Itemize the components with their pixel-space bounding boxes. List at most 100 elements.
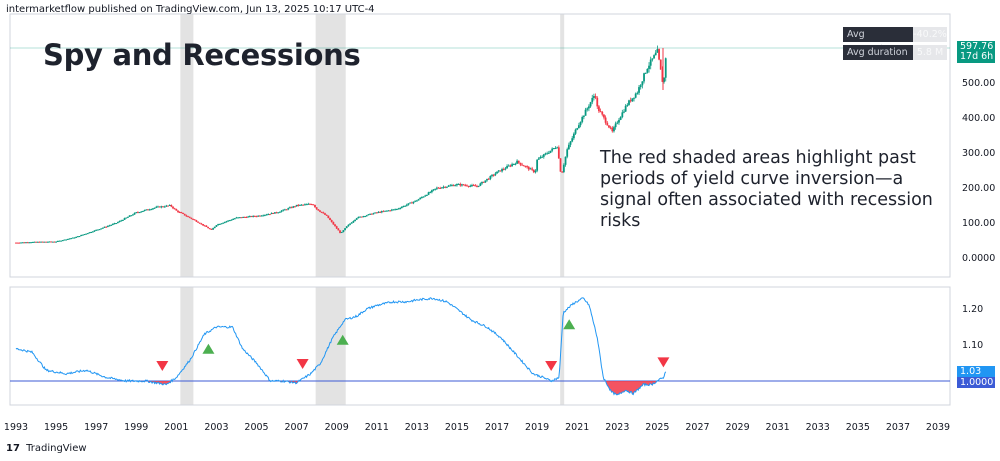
x-tick-label: 2013 — [405, 422, 429, 433]
candle-body — [559, 158, 562, 172]
candle-body — [649, 59, 652, 66]
candle-body — [20, 242, 22, 244]
candle-body — [68, 238, 71, 240]
candle-body — [273, 212, 276, 214]
candle-body — [147, 209, 149, 211]
candle-body — [355, 218, 358, 220]
y-tick-label: 400.00 — [962, 113, 995, 124]
candle-body — [18, 242, 21, 244]
candle-body — [86, 233, 89, 235]
candle-body — [409, 202, 412, 204]
recession-band-lower — [560, 287, 565, 405]
candle-body — [193, 219, 196, 221]
stat-value: 5.8 M — [913, 45, 947, 60]
x-tick-label: 2019 — [525, 422, 549, 433]
candle-body — [170, 204, 173, 207]
candle-body — [436, 187, 438, 189]
x-tick-label: 2015 — [445, 422, 469, 433]
candle-body — [33, 241, 36, 243]
candle-body — [472, 185, 475, 187]
candle-body — [210, 228, 213, 230]
grid-group — [9, 13, 951, 406]
candle-body — [80, 235, 83, 237]
candle-body — [105, 226, 108, 228]
candle-body — [248, 216, 251, 218]
candle-body — [384, 210, 387, 212]
candle-body — [215, 225, 218, 227]
candle-body — [187, 216, 189, 218]
candle-body — [253, 215, 256, 217]
candle-body — [172, 206, 174, 209]
candle-body — [464, 185, 467, 187]
candle-body — [424, 195, 427, 197]
candle-body — [245, 217, 248, 219]
candle-body — [594, 96, 597, 98]
candle-body — [369, 213, 372, 215]
candle-body — [537, 158, 540, 160]
candle-body — [140, 211, 143, 213]
candle-body — [628, 100, 630, 105]
candle-body — [61, 240, 64, 242]
signal-down-marker — [296, 358, 309, 369]
candle-body — [55, 241, 57, 243]
candle-body — [63, 239, 66, 241]
candle-body — [364, 216, 366, 218]
candle-body — [521, 164, 523, 166]
candle-body — [330, 220, 333, 222]
candle-body — [365, 215, 368, 217]
candle-body — [56, 240, 59, 242]
candle-body — [81, 234, 84, 236]
candle-body — [663, 77, 665, 82]
candle-body — [659, 59, 662, 70]
candle-body — [352, 221, 355, 223]
candle-body — [551, 148, 554, 151]
candle-body — [446, 186, 448, 188]
candle-body — [611, 127, 614, 132]
candle-body — [70, 238, 73, 240]
y-tick-label: 0.0000 — [962, 253, 995, 264]
candle-body — [566, 149, 569, 157]
indicator-baseline-badge[interactable]: 1.0000 — [957, 377, 995, 388]
candle-body — [420, 197, 423, 199]
last-price-badge[interactable]: 597.76 17d 6h — [957, 41, 995, 63]
bar-countdown: 17d 6h — [960, 51, 994, 62]
candle-body — [135, 212, 138, 214]
candle-body — [507, 165, 510, 167]
tradingview-footer[interactable]: 17 TradingView — [6, 443, 87, 454]
candle-body — [137, 212, 139, 214]
stat-avg-correction: Avg correction -40.2% — [843, 27, 947, 55]
candle-body — [35, 241, 37, 243]
candle-body — [643, 73, 645, 82]
candle-body — [335, 226, 338, 229]
candle-body — [582, 115, 585, 117]
candle-body — [469, 185, 472, 187]
candle-body — [441, 187, 443, 189]
candle-body — [633, 97, 635, 99]
candle-body — [621, 112, 624, 118]
candle-body — [322, 212, 325, 214]
candle-body — [40, 241, 42, 243]
candle-body — [653, 55, 655, 59]
candle-body — [449, 185, 452, 187]
candle-body — [305, 204, 308, 206]
candle-body — [143, 210, 146, 212]
indicator-current-badge[interactable]: 1.03 — [957, 366, 995, 377]
candle-body — [120, 220, 123, 222]
candle-body — [514, 163, 517, 165]
candle-body — [564, 156, 567, 165]
candle-body — [43, 241, 46, 243]
x-tick-label: 2021 — [565, 422, 589, 433]
candle-body — [357, 216, 360, 219]
candle-body — [629, 100, 632, 102]
candle-body — [414, 200, 417, 202]
candle-body — [45, 241, 47, 243]
candle-body — [519, 162, 522, 165]
candle-body — [379, 211, 382, 213]
stat-label: Avg duration — [843, 45, 913, 60]
candle-body — [380, 211, 383, 213]
indicator-panel — [10, 297, 950, 396]
candle-body — [51, 241, 54, 243]
annotation-text: The red shaded areas highlight past peri… — [600, 148, 933, 231]
candle-body — [128, 215, 131, 217]
candle-body — [504, 168, 507, 170]
